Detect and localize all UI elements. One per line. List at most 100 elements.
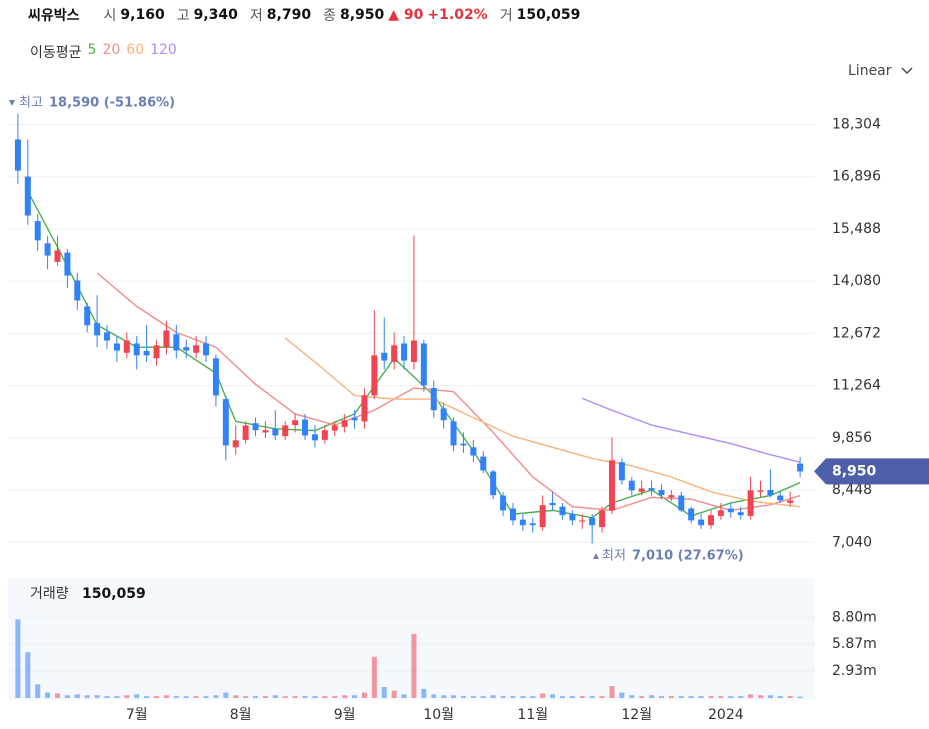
high-label: 고 (176, 8, 190, 24)
volume-bar (282, 696, 288, 698)
candle-body (707, 515, 714, 526)
y-tick-label: 16,896 (832, 169, 881, 185)
candle-body (757, 490, 764, 492)
candle-body (391, 345, 398, 363)
candle-body (420, 343, 427, 386)
candle-body (608, 460, 615, 511)
candle-body (282, 425, 289, 437)
volume-bar (193, 696, 199, 698)
candle-body (24, 176, 31, 216)
y-tick-label: 18,304 (832, 117, 881, 133)
legend-item[interactable]: 5 (87, 42, 97, 58)
volume-bar (352, 695, 358, 698)
candle-body (618, 462, 625, 481)
candle-body (193, 345, 200, 353)
candle-body (361, 395, 368, 422)
candle-body (113, 343, 120, 351)
candle-body (153, 345, 160, 359)
candle-body (84, 306, 91, 326)
price-tag (814, 458, 929, 485)
candle-body (717, 510, 724, 516)
candle-body (321, 430, 328, 440)
volume-bar (490, 695, 496, 698)
candle-body (658, 489, 665, 496)
volume-bar (312, 696, 318, 698)
candle-body (529, 523, 536, 526)
volume-bar (134, 694, 140, 698)
volume-bar (213, 695, 219, 698)
volume-bar (332, 696, 338, 698)
volume-bar (243, 696, 249, 698)
candle-body (727, 508, 734, 513)
candle-body (490, 471, 497, 496)
candle-body (203, 343, 210, 356)
volume-bar (25, 652, 31, 698)
candle-body (74, 280, 81, 301)
volume-bar (421, 688, 427, 698)
volume-bar (510, 696, 516, 698)
candle-body (549, 502, 556, 506)
volume-bar (649, 695, 655, 698)
open-label: 시 (103, 8, 117, 24)
candle-body (212, 358, 219, 396)
candle-body (331, 425, 338, 431)
legend-item[interactable]: 20 (102, 42, 121, 58)
volume-bar (15, 619, 21, 698)
candle-body (668, 495, 675, 498)
legend-title: 이동평균 (30, 45, 82, 61)
low: 8,790 (266, 7, 312, 23)
legend-item[interactable]: 120 (150, 42, 177, 58)
volume-bar (104, 696, 110, 698)
candle-body (34, 221, 41, 241)
dropdown-chevron (901, 67, 913, 74)
volume-bar (748, 694, 754, 698)
volume-bar (797, 696, 803, 698)
volume-bar (629, 695, 635, 698)
volume-bar (500, 696, 506, 698)
volume-bar (777, 696, 783, 698)
volume-bar (609, 686, 615, 698)
volume-bar (470, 696, 476, 698)
candle-body (173, 334, 180, 351)
candle-body (767, 489, 774, 496)
x-tick-label: 11월 (517, 707, 548, 723)
candle-body (252, 423, 259, 431)
candle-body (519, 519, 526, 526)
volume-bar (154, 696, 160, 698)
volume-bar (639, 696, 645, 698)
candle-body (777, 495, 784, 501)
candle-body (351, 417, 358, 421)
volume-bar (302, 696, 308, 698)
volume-bar (371, 656, 377, 698)
volume-bar (451, 695, 457, 698)
volume-bar (767, 695, 773, 698)
candle-body (470, 447, 477, 456)
low-marker (593, 553, 599, 559)
stock-name: 씨유박스 (28, 8, 80, 24)
candle-body (64, 252, 71, 276)
volume-bar (361, 692, 367, 698)
candle-body (599, 510, 606, 528)
volume-bar (728, 696, 734, 698)
candle-body (123, 340, 130, 353)
candle-body (183, 347, 190, 351)
y-tick-label: 15,488 (832, 221, 881, 237)
volume-bar (183, 696, 189, 698)
volume-bar (688, 696, 694, 698)
candle-body (628, 480, 635, 491)
volume-bar (253, 696, 259, 698)
volume-bar (223, 692, 229, 698)
low-mark-label: 최저 (602, 549, 626, 564)
candle-body (14, 139, 21, 171)
x-tick-label: 12월 (621, 707, 652, 723)
x-tick-label: 10월 (423, 707, 454, 723)
volume-bar (678, 696, 684, 698)
candle-body (569, 514, 576, 521)
volume-bar (738, 696, 744, 698)
candle-body (480, 456, 487, 471)
scale-dropdown[interactable]: Linear (848, 63, 892, 79)
close-label: 종 (323, 8, 336, 24)
volume-bar (84, 695, 90, 698)
legend-item[interactable]: 60 (126, 42, 145, 58)
volume-bar (114, 696, 120, 698)
